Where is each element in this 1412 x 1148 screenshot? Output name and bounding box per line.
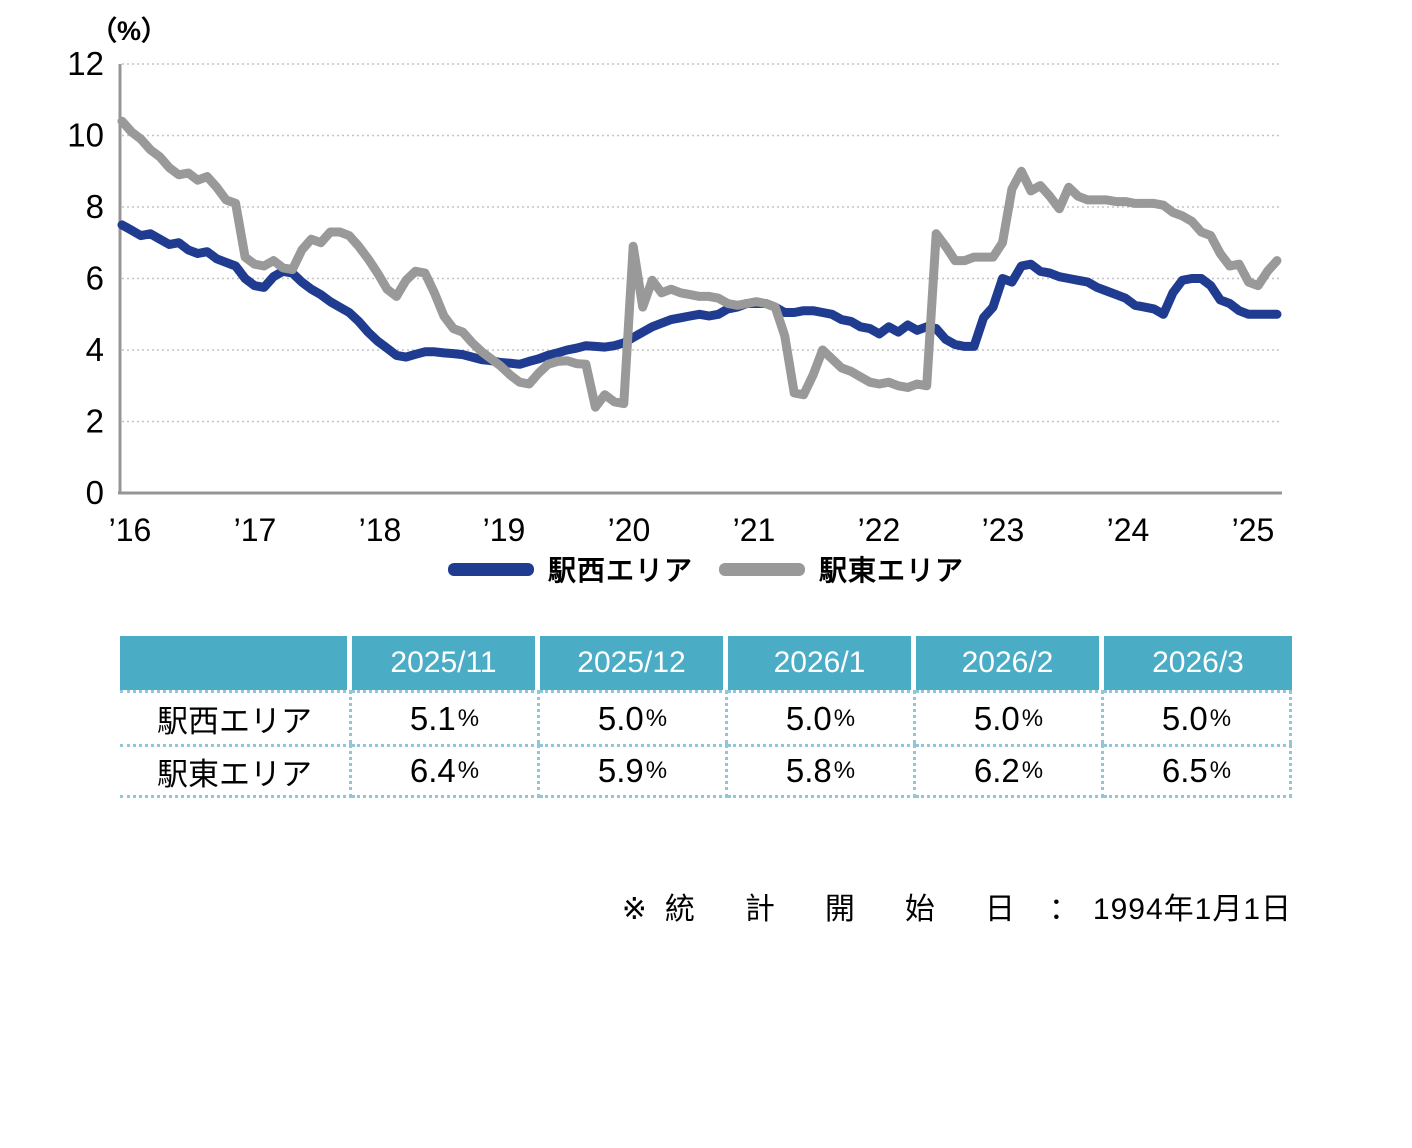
table-cell-value: 5.9	[597, 752, 644, 789]
table-header-2025-11: 2025/11	[352, 636, 540, 690]
table-cell-unit: %	[457, 704, 480, 732]
west-series-swatch-icon	[447, 562, 534, 576]
legend-label-east: 駅東エリア	[819, 555, 965, 586]
table-cell-unit: %	[457, 757, 480, 784]
table-cell: 5.9%	[540, 744, 728, 798]
y-tick-label-8: 8	[86, 188, 104, 225]
legend-item-east: 駅東エリア	[719, 549, 964, 589]
table-cell-value: 5.0	[973, 699, 1020, 737]
table-cell: 5.0%	[540, 690, 728, 744]
table-cell-value: 5.0	[597, 699, 644, 737]
table-cell-value: 6.4	[409, 752, 456, 789]
series-line-east	[117, 116, 1282, 412]
x-tick-label-18: ’18	[359, 512, 402, 548]
footnote-label: 統計開始日	[664, 893, 1065, 926]
table-cell-value: 6.2	[973, 752, 1020, 789]
y-tick-label-6: 6	[86, 260, 104, 297]
table-cell: 5.0%	[1104, 690, 1292, 744]
table-cell: 6.2%	[916, 744, 1104, 798]
y-axis-unit-label: （%）	[90, 16, 168, 46]
legend-label-west: 駅西エリア	[547, 555, 693, 586]
x-tick-label-25: ’25	[1232, 512, 1275, 548]
table-cell-value: 5.8	[785, 752, 832, 789]
table-header-2026-2: 2026/2	[916, 636, 1104, 690]
table-header-blank	[120, 636, 352, 690]
x-tick-label-19: ’19	[483, 512, 526, 548]
table-header-2025-12: 2025/12	[540, 636, 728, 690]
y-tick-label-2: 2	[86, 403, 104, 440]
footnote-colon: ：	[1048, 893, 1079, 926]
table-cell-value: 5.0	[785, 699, 832, 737]
y-tick-label-0: 0	[86, 474, 104, 511]
table-cell: 5.0%	[728, 690, 916, 744]
table-cell: 6.5%	[1104, 744, 1292, 798]
chart-legend: 駅西エリア 駅東エリア	[0, 549, 1412, 589]
legend-item-west: 駅西エリア	[447, 549, 693, 589]
table-header-2026-1: 2026/1	[728, 636, 916, 690]
table-cell-unit: %	[1209, 704, 1232, 732]
x-tick-label-21: ’21	[733, 512, 776, 548]
table-cell: 5.8%	[728, 744, 916, 798]
footnote-date: 1994年1月1日	[1092, 893, 1292, 926]
table-row-label-west: 駅西エリア	[120, 690, 352, 744]
table-cell-unit: %	[1021, 704, 1044, 732]
table-cell: 5.0%	[916, 690, 1104, 744]
table-cell-value: 5.1	[409, 699, 456, 737]
x-tick-label-22: ’22	[858, 512, 901, 548]
table-cell: 5.1%	[352, 690, 540, 744]
x-tick-label-16: ’16	[109, 512, 152, 548]
statistics-start-footnote: ※ 統計開始日： 1994年1月1日	[622, 884, 1292, 928]
table-cell-unit: %	[833, 704, 856, 732]
east-series-swatch-icon	[719, 562, 805, 576]
vacancy-rate-line-chart: 0 2 4 6 8 10 12（%） ’16 ’17 ’18 ’19 ’20 ’21 ’22 ’23 ’24 ’…	[67, 16, 1282, 548]
monthly-rate-table: 2025/11 2025/12 2026/1 2026/2 2026/3 駅西エリア 5.1…	[120, 636, 1292, 798]
table-cell-value: 5.0	[1161, 699, 1208, 737]
table-cell-unit: %	[833, 757, 856, 784]
x-tick-label-23: ’23	[982, 512, 1025, 548]
table-cell-unit: %	[645, 757, 668, 784]
x-tick-label-20: ’20	[608, 512, 651, 548]
table-cell-unit: %	[645, 704, 668, 732]
series-line-west	[117, 220, 1282, 369]
table-cell: 6.4%	[352, 744, 540, 798]
x-tick-label-17: ’17	[234, 512, 277, 548]
table-cell-unit: %	[1209, 757, 1232, 784]
table-header-2026-3: 2026/3	[1104, 636, 1292, 690]
y-tick-label-12: 12	[67, 45, 104, 82]
y-tick-label-10: 10	[67, 117, 104, 154]
x-tick-label-24: ’24	[1107, 512, 1150, 548]
footnote-marker: ※	[621, 893, 647, 926]
y-tick-label-4: 4	[86, 331, 104, 368]
table-cell-value: 6.5	[1161, 752, 1208, 789]
table-cell-unit: %	[1021, 757, 1044, 784]
table-row-label-east: 駅東エリア	[120, 744, 352, 798]
